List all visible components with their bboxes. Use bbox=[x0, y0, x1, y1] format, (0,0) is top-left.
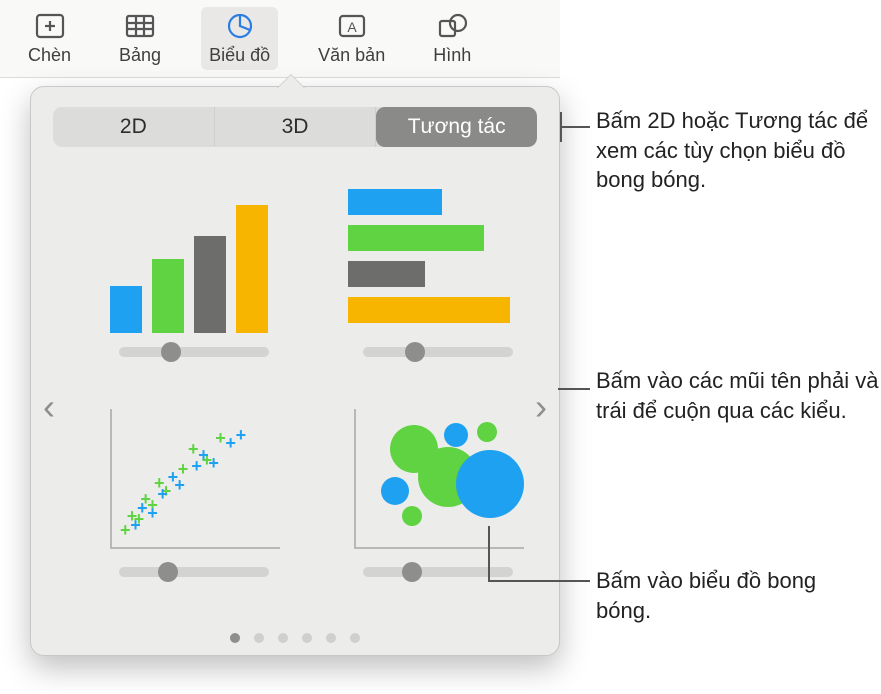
next-style-arrow[interactable]: › bbox=[529, 387, 553, 427]
chart-thumbnails: ++++++++++++++++++++++ bbox=[53, 173, 537, 613]
callout-bubble: Bấm vào biểu đồ bong bóng. bbox=[596, 566, 866, 625]
interactive-slider[interactable] bbox=[119, 567, 269, 577]
shape-icon bbox=[435, 11, 469, 41]
toolbar-item-shape[interactable]: Hình bbox=[425, 7, 479, 70]
text-icon: A bbox=[335, 11, 369, 41]
tab-2d[interactable]: 2D bbox=[53, 107, 215, 147]
toolbar-label: Biểu đồ bbox=[209, 45, 270, 66]
thumb-column-chart[interactable] bbox=[89, 183, 299, 357]
leader-line bbox=[488, 580, 590, 582]
page-dot[interactable] bbox=[254, 633, 264, 643]
chart-type-tabs: 2D 3D Tương tác bbox=[53, 107, 537, 147]
page-dot[interactable] bbox=[302, 633, 312, 643]
chart-popover: 2D 3D Tương tác ++++++++++++++++++++++ bbox=[30, 86, 560, 656]
thumb-hbar-chart[interactable] bbox=[333, 183, 543, 357]
thumb-bubble-chart[interactable] bbox=[333, 403, 543, 577]
toolbar-label: Bảng bbox=[119, 45, 161, 66]
toolbar-item-table[interactable]: Bảng bbox=[111, 7, 169, 70]
leader-line bbox=[560, 126, 590, 128]
toolbar-label: Văn bản bbox=[318, 45, 385, 66]
leader-line bbox=[560, 112, 562, 142]
interactive-slider[interactable] bbox=[363, 567, 513, 577]
chart-icon bbox=[223, 11, 257, 41]
table-icon bbox=[123, 11, 157, 41]
thumb-scatter-chart[interactable]: ++++++++++++++++++++++ bbox=[89, 403, 299, 577]
tab-3d[interactable]: 3D bbox=[215, 107, 377, 147]
toolbar-label: Hình bbox=[433, 45, 471, 66]
page-dot[interactable] bbox=[278, 633, 288, 643]
page-indicator bbox=[31, 633, 559, 643]
toolbar-item-insert[interactable]: Chèn bbox=[20, 7, 79, 70]
toolbar-item-chart[interactable]: Biểu đồ bbox=[201, 7, 278, 70]
interactive-slider[interactable] bbox=[119, 347, 269, 357]
leader-line bbox=[558, 388, 590, 390]
prev-style-arrow[interactable]: ‹ bbox=[37, 387, 61, 427]
page-dot[interactable] bbox=[230, 633, 240, 643]
tab-interactive[interactable]: Tương tác bbox=[376, 107, 537, 147]
toolbar: Chèn Bảng Biểu đồ A Văn bản Hình bbox=[0, 0, 560, 78]
toolbar-item-text[interactable]: A Văn bản bbox=[310, 7, 393, 70]
page-dot[interactable] bbox=[350, 633, 360, 643]
insert-icon bbox=[33, 11, 67, 41]
interactive-slider[interactable] bbox=[363, 347, 513, 357]
callout-tabs: Bấm 2D hoặc Tương tác để xem các tùy chọ… bbox=[596, 106, 876, 195]
toolbar-label: Chèn bbox=[28, 45, 71, 66]
page-dot[interactable] bbox=[326, 633, 336, 643]
svg-text:A: A bbox=[347, 19, 357, 35]
leader-line bbox=[488, 526, 490, 580]
callout-arrows: Bấm vào các mũi tên phải và trái để cuộn… bbox=[596, 366, 881, 425]
